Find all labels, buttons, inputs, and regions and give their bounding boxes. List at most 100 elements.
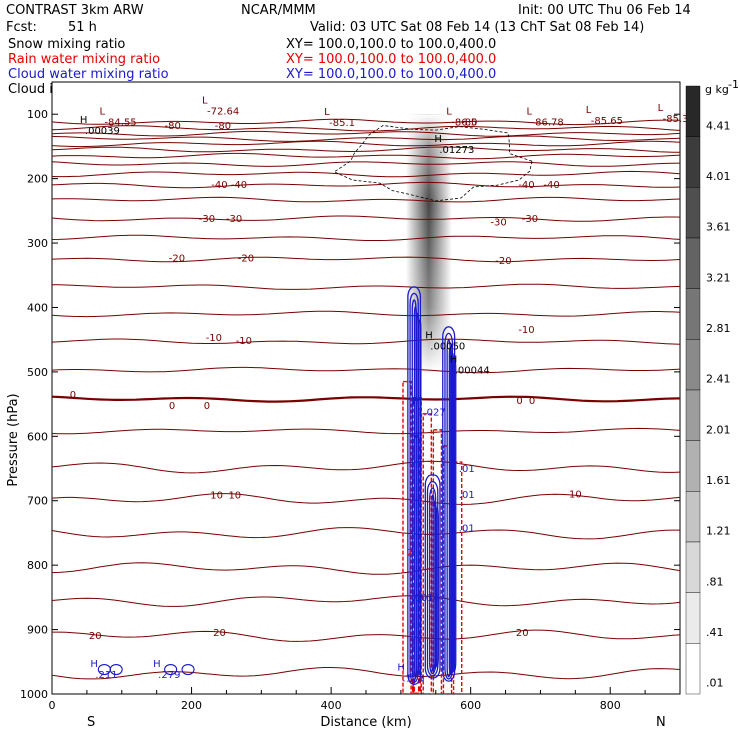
contour-label-25: 20	[89, 631, 102, 642]
colorbar-label-4: 2.81	[706, 322, 731, 335]
contour-label-24: 10	[569, 489, 582, 500]
temperature-contour-7	[52, 161, 680, 167]
extremum-mark-5: L	[586, 105, 592, 116]
legend-xy-2: XY= 100.0,100.0 to 100.0,400.0	[286, 67, 496, 82]
contour-label-13: -20	[495, 256, 511, 267]
temperature-contour-26	[52, 667, 680, 680]
extremum-value-2: -85.1	[329, 118, 355, 129]
extremum-mark-0: L	[99, 106, 105, 117]
x-end-south: S	[87, 715, 95, 730]
colorbar-label-5: 2.41	[706, 373, 731, 386]
temperature-contour-17	[52, 366, 680, 374]
x-tick-label-2: 400	[321, 699, 342, 712]
colorbar-cell-7	[685, 440, 701, 492]
contour-label-5: -40	[518, 180, 534, 191]
contour-label-19: 0	[204, 401, 210, 412]
plot-area	[52, 114, 680, 694]
extremum-value-11: .211	[95, 670, 117, 681]
contour-label-14: -10	[206, 333, 222, 344]
plot-frame	[51, 81, 681, 695]
cloud-water-contour-1-0	[442, 326, 456, 682]
x-tick-label-4: 800	[600, 699, 621, 712]
contour-label-11: -20	[169, 254, 185, 265]
y-tick-label-5: 600	[27, 430, 48, 443]
colorbar-cell-0	[685, 85, 701, 137]
colorbar-unit: g kg	[705, 83, 729, 96]
temperature-contour-12	[52, 234, 680, 241]
extremum-value-10: .00044	[455, 365, 490, 376]
y-tick-label-2: 300	[27, 237, 48, 250]
contour-label-18: 0	[169, 401, 175, 412]
y-tick-label-4: 500	[27, 366, 48, 379]
model-title: CONTRAST 3km ARW	[6, 3, 144, 18]
extremum-mark-2: L	[324, 107, 330, 118]
colorbar-label-10: .41	[706, 626, 724, 639]
extremum-mark-13: H	[397, 662, 405, 673]
colorbar-cell-3	[685, 237, 701, 289]
extremum-value-19: 2	[406, 548, 412, 559]
temperature-contour-16	[52, 338, 680, 345]
contour-label-27: 20	[516, 628, 529, 639]
x-axis-title: Distance (km)	[320, 715, 411, 730]
cloud-water-contour-1-1	[444, 332, 454, 680]
y-tick-label-0: 100	[27, 108, 48, 121]
y-tick-label-6: 700	[27, 495, 48, 508]
extremum-value-3: -86.5	[451, 117, 477, 128]
extremum-value-0: -84.55	[104, 117, 136, 128]
contour-label-16: -10	[518, 325, 534, 336]
colorbar-label-2: 3.61	[706, 221, 731, 234]
colorbar-label-9: .81	[706, 575, 724, 588]
y-axis-title: Pressure (hPa)	[6, 393, 21, 486]
temperature-contour-8	[52, 170, 680, 178]
contour-label-1: -80	[215, 121, 231, 132]
y-tick-label-7: 800	[27, 559, 48, 572]
extremum-value-18: .01	[459, 523, 475, 534]
contour-label-12: -20	[238, 254, 254, 265]
temperature-contour-18	[52, 395, 680, 403]
colorbar-unit-exponent: -1	[728, 78, 739, 91]
temperature-contour-25	[52, 629, 680, 642]
org-title: NCAR/MMM	[241, 3, 316, 18]
cloud-water-contour-2-0	[424, 474, 441, 679]
colorbar-cell-5	[685, 339, 701, 391]
extremum-mark-3: L	[446, 106, 452, 117]
extremum-value-7: .00039	[85, 126, 120, 137]
temperature-contour-21	[52, 493, 680, 505]
colorbar-cell-1	[685, 136, 701, 188]
extremum-mark-10: H	[450, 354, 458, 365]
temperature-contour-24	[52, 595, 680, 607]
y-tick-label-9: 1000	[20, 688, 48, 701]
valid-time: Valid: 03 UTC Sat 08 Feb 14 (13 ChT Sat …	[310, 20, 644, 35]
contour-label-22: 10	[210, 491, 223, 502]
legend-field-1: Rain water mixing ratio	[8, 52, 160, 67]
cloud-water-contour-1-5	[453, 359, 457, 671]
colorbar-label-11: .01	[706, 677, 724, 690]
extremum-value-16: .01	[459, 464, 475, 475]
extremum-mark-6: L	[658, 103, 664, 114]
extremum-mark-9: H	[425, 331, 433, 342]
extremum-value-12: .279	[158, 670, 180, 681]
colorbar-cell-4	[685, 288, 701, 340]
legend-field-0: Snow mixing ratio	[8, 37, 125, 52]
temperature-contour-5	[52, 146, 680, 153]
temperature-contour-14	[52, 283, 680, 290]
legend-field-2: Cloud water mixing ratio	[8, 67, 169, 82]
colorbar-label-8: 1.21	[706, 525, 731, 538]
contour-label-7: -30	[199, 214, 215, 225]
temperature-contour-22	[52, 527, 680, 540]
contour-label-0: -80	[165, 121, 181, 132]
temperature-contour-19	[52, 427, 680, 435]
colorbar-cell-8	[685, 491, 701, 543]
extremum-mark-4: L	[526, 106, 532, 117]
legend-xy-0: XY= 100.0,100.0 to 100.0,400.0	[286, 37, 496, 52]
contour-label-17: 0	[70, 390, 76, 401]
contour-label-10: -30	[522, 214, 538, 225]
extremum-value-6: -85.39	[663, 114, 695, 125]
contour-label-3: -40	[211, 180, 227, 191]
extremum-mark-14: H	[412, 396, 420, 407]
colorbar-label-7: 1.61	[706, 474, 731, 487]
temperature-contour-2	[52, 130, 680, 137]
rain-contour-3	[432, 429, 443, 694]
extremum-value-13: .173	[402, 673, 424, 684]
